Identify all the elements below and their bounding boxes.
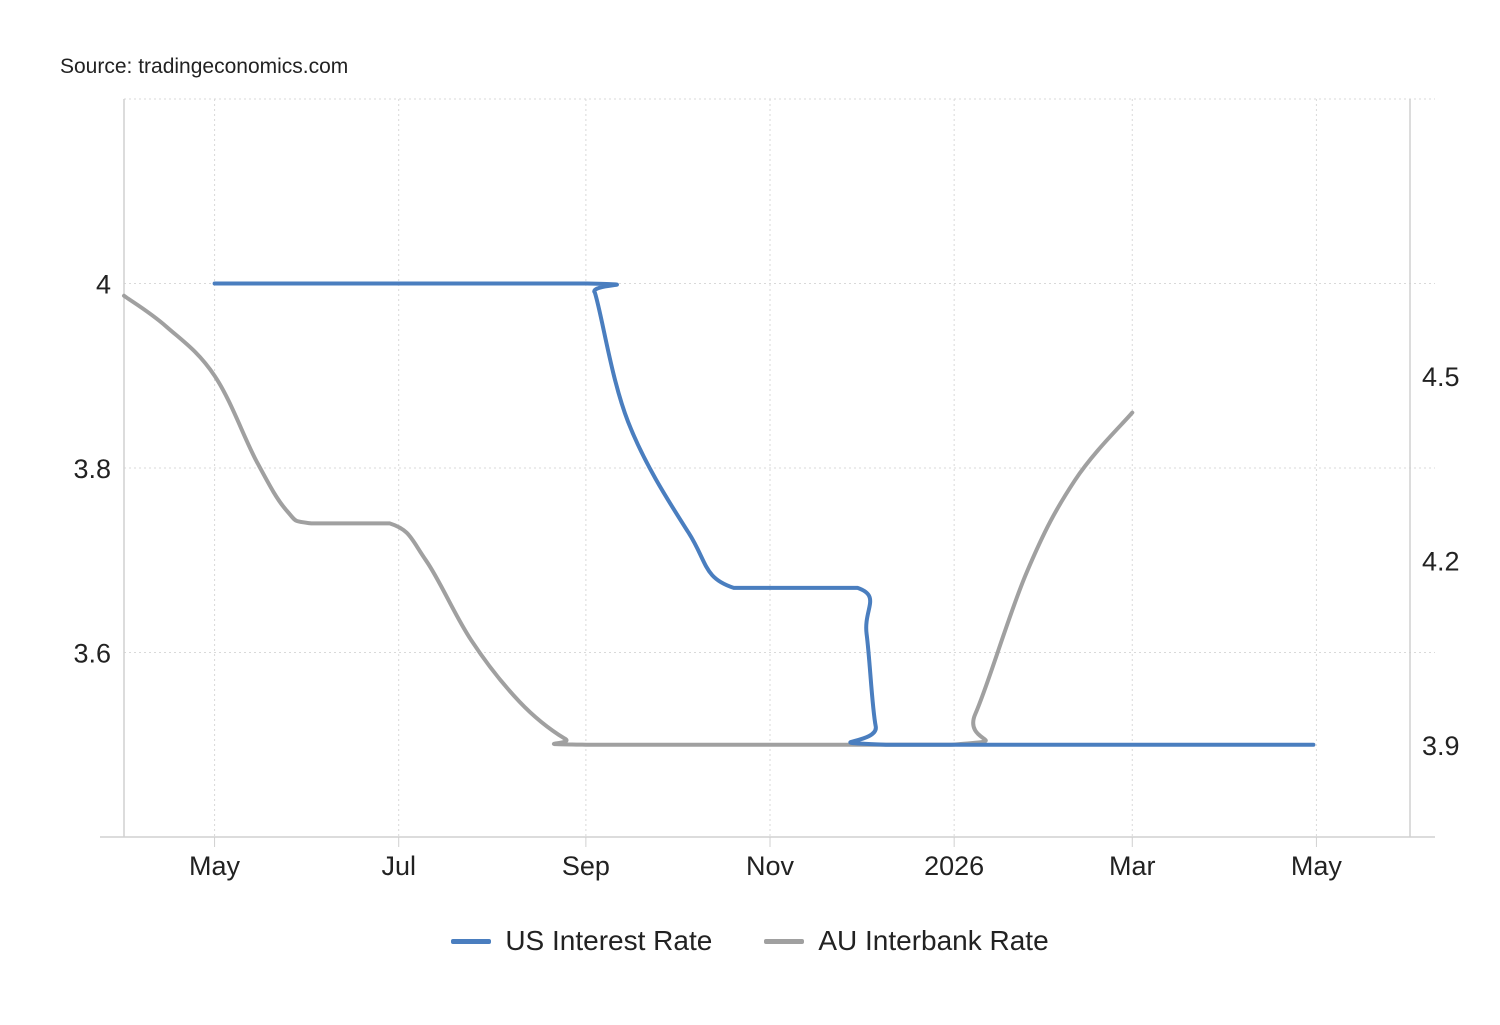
legend: US Interest Rate AU Interbank Rate <box>0 925 1500 957</box>
axes <box>100 99 1435 847</box>
x-tick-label: Mar <box>1109 851 1156 881</box>
y-right-tick-label: 3.9 <box>1422 731 1460 761</box>
x-tick-label: Nov <box>746 851 795 881</box>
legend-swatch-us <box>451 938 492 944</box>
x-tick-label: May <box>1291 851 1343 881</box>
y-left-tick-label: 3.6 <box>73 639 111 669</box>
legend-label-us: US Interest Rate <box>505 925 713 956</box>
y-left-tick-label: 3.8 <box>73 454 111 484</box>
series-layer <box>122 281 1316 747</box>
y-right-tick-label: 4.2 <box>1422 546 1460 576</box>
x-tick-label: 2026 <box>924 851 984 881</box>
series-line-au-interbank-rate <box>122 293 1135 747</box>
tick-labels: 4 3.8 3.6 4.5 4.2 3.9 May Jul Sep Nov 2026 Mar May <box>73 270 1459 882</box>
x-tick-label: Jul <box>381 851 416 881</box>
legend-item-us[interactable]: US Interest Rate <box>451 925 712 957</box>
grid-lines <box>124 98 1435 837</box>
legend-item-au[interactable]: AU Interbank Rate <box>764 925 1049 957</box>
x-tick-label: Sep <box>562 851 610 881</box>
line-chart: 4 3.8 3.6 4.5 4.2 3.9 May Jul Sep Nov 2026 Mar May <box>73 98 1460 882</box>
y-right-tick-label: 4.5 <box>1422 362 1460 392</box>
source-label: Source: tradingeconomics.com <box>60 55 349 78</box>
legend-swatch-au <box>764 938 805 944</box>
legend-label-au: AU Interbank Rate <box>818 925 1049 956</box>
x-tick-label: May <box>189 851 241 881</box>
series-line-us-interest-rate <box>212 281 1316 747</box>
y-left-tick-label: 4 <box>96 270 111 300</box>
